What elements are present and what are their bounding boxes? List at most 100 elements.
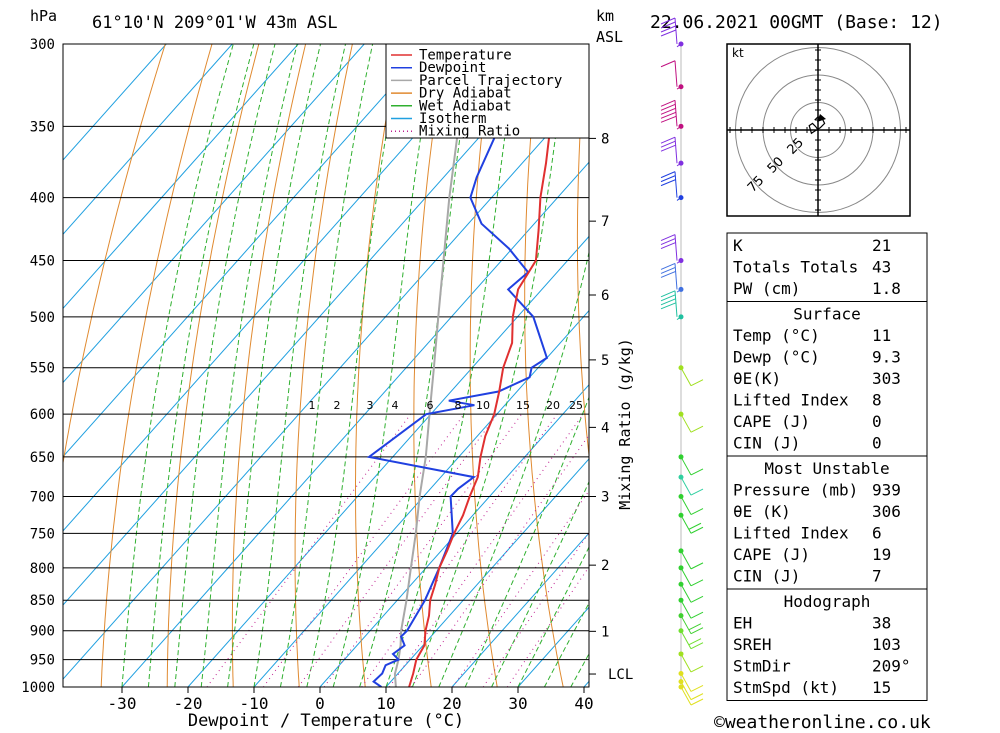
wind-barb-staff bbox=[680, 476, 692, 496]
isotherm-line bbox=[63, 44, 299, 310]
height-tick-label: 4 bbox=[601, 420, 609, 436]
axes: 3003504004505005506006507007508008509009… bbox=[21, 37, 633, 713]
x-tick-label: 0 bbox=[315, 694, 325, 713]
wind-barb-feather bbox=[690, 595, 704, 603]
wind-barb-staff bbox=[680, 673, 692, 692]
isotherm-line bbox=[63, 44, 431, 458]
mixing-ratio-label: 6 bbox=[427, 399, 434, 412]
mixing-ratio-label: 8 bbox=[455, 399, 462, 412]
wet-adiabat-line bbox=[543, 601, 589, 687]
pressure-tick-label: 850 bbox=[30, 593, 55, 609]
wind-barb-staff bbox=[680, 584, 692, 603]
stats-most-unstable-label: θE (K) bbox=[733, 502, 791, 521]
stats-surface-value: 303 bbox=[872, 369, 901, 388]
stats-surface-value: 8 bbox=[872, 391, 882, 410]
stats-hodograph-label: SREH bbox=[733, 635, 772, 654]
height-unit-label-asl: ASL bbox=[596, 28, 623, 46]
wind-barb-feather bbox=[690, 562, 704, 570]
wind-barb-staff bbox=[674, 60, 678, 87]
temperature-line bbox=[408, 44, 568, 687]
wind-barb-feather bbox=[688, 638, 702, 646]
mixing-ratio-label: 3 bbox=[367, 399, 374, 412]
stats-hodograph-value: 15 bbox=[872, 678, 891, 697]
x-tick-label: 10 bbox=[376, 694, 395, 713]
stats-table: K 21 Totals Totals 43 PW (cm) 1.8 Surface Temp … bbox=[726, 232, 928, 701]
isotherm-line bbox=[385, 458, 589, 687]
wind-barb-staff bbox=[674, 290, 678, 317]
wind-barb-feather bbox=[690, 488, 704, 496]
wind-barb-staff bbox=[676, 260, 682, 264]
dry-adiabat-line bbox=[629, 44, 696, 687]
dry-adiabat-line bbox=[960, 44, 1000, 687]
stats-surface-label: CAPE (J) bbox=[733, 412, 810, 431]
wind-barb-staff bbox=[680, 456, 692, 476]
wind-barb-staff bbox=[680, 567, 692, 587]
stats-hodograph-label: EH bbox=[733, 614, 752, 633]
x-tick-label: -30 bbox=[108, 694, 137, 713]
wind-barb-feather bbox=[660, 298, 676, 306]
mixing-ratio-line bbox=[262, 413, 465, 687]
copyright-text: ©weatheronline.co.uk bbox=[714, 712, 931, 733]
isotherm-line bbox=[319, 384, 589, 687]
pressure-tick-label: 500 bbox=[30, 310, 55, 326]
stats-indices-value: 1.8 bbox=[872, 279, 901, 298]
wind-barb-feather bbox=[660, 140, 676, 148]
location-title: 61°10'N 209°01'W 43m ASL bbox=[92, 13, 338, 33]
wind-barb-staff bbox=[680, 515, 692, 534]
wind-barb-feather bbox=[660, 17, 676, 25]
height-tick-label: 5 bbox=[601, 353, 609, 369]
stats-surface-box bbox=[726, 301, 928, 457]
mixing-ratio-label: 20 bbox=[546, 399, 560, 412]
wind-barb-feather bbox=[660, 25, 676, 33]
isotherm-line bbox=[63, 44, 167, 161]
wind-barb-staff bbox=[676, 162, 682, 167]
wind-barb-staff bbox=[676, 125, 682, 130]
wet-adiabat-line bbox=[147, 44, 255, 687]
pressure-tick-label: 350 bbox=[30, 119, 55, 135]
wind-barb-feather bbox=[660, 234, 676, 242]
x-tick-label: 20 bbox=[442, 694, 461, 713]
parcel-trajectory-line bbox=[393, 44, 474, 687]
wind-barb-feather bbox=[690, 425, 704, 433]
x-tick-label: -10 bbox=[240, 694, 269, 713]
wet-adiabat-line bbox=[200, 44, 298, 687]
pressure-tick-label: 700 bbox=[30, 490, 55, 506]
wet-adiabat-line bbox=[464, 396, 589, 687]
mixing-ratio-label: 1 bbox=[309, 399, 316, 412]
wind-barb-feather bbox=[688, 522, 702, 530]
wind-barb-staff bbox=[680, 367, 692, 386]
wind-barb-feather bbox=[660, 21, 676, 29]
stats-hodograph-value: 209° bbox=[872, 657, 911, 676]
mixing-ratio-line bbox=[361, 413, 558, 687]
wind-barb-feather bbox=[660, 144, 676, 152]
wind-barb-feather bbox=[660, 175, 676, 183]
height-tick-label: 2 bbox=[601, 558, 609, 574]
dry-adiabat-line bbox=[231, 44, 307, 687]
wind-barb-staff bbox=[680, 413, 692, 433]
wind-barb-feather bbox=[690, 579, 704, 587]
pressure-tick-label: 450 bbox=[30, 254, 55, 270]
wet-adiabat-line bbox=[411, 44, 569, 687]
stats-indices-label: K bbox=[733, 236, 743, 255]
legend-label: Dewpoint bbox=[419, 60, 486, 76]
pressure-tick-label: 950 bbox=[30, 653, 55, 669]
stats-most-unstable-value: 939 bbox=[872, 481, 901, 500]
stats-hodograph-label: StmSpd (kt) bbox=[733, 678, 839, 697]
wet-adiabat-line bbox=[174, 44, 276, 687]
hodograph-unit-label: kt bbox=[732, 46, 744, 60]
dry-adiabat-line bbox=[524, 44, 564, 687]
wind-barb-staff bbox=[674, 171, 678, 198]
pressure-tick-label: 800 bbox=[30, 561, 55, 577]
mixing-ratio-label: 25 bbox=[569, 399, 583, 412]
x-tick-label: -20 bbox=[174, 694, 203, 713]
wind-barb-feather bbox=[690, 611, 704, 619]
mixing-ratio-label: 15 bbox=[516, 399, 530, 412]
wind-barb-feather bbox=[660, 107, 676, 115]
x-tick-label: 40 bbox=[574, 694, 593, 713]
wind-barb-feather bbox=[690, 627, 704, 635]
datetime-title: 22.06.2021 00GMT (Base: 12) bbox=[650, 12, 943, 33]
stats-hodograph-box bbox=[726, 588, 928, 701]
stats-hodograph-value: 38 bbox=[872, 614, 891, 633]
